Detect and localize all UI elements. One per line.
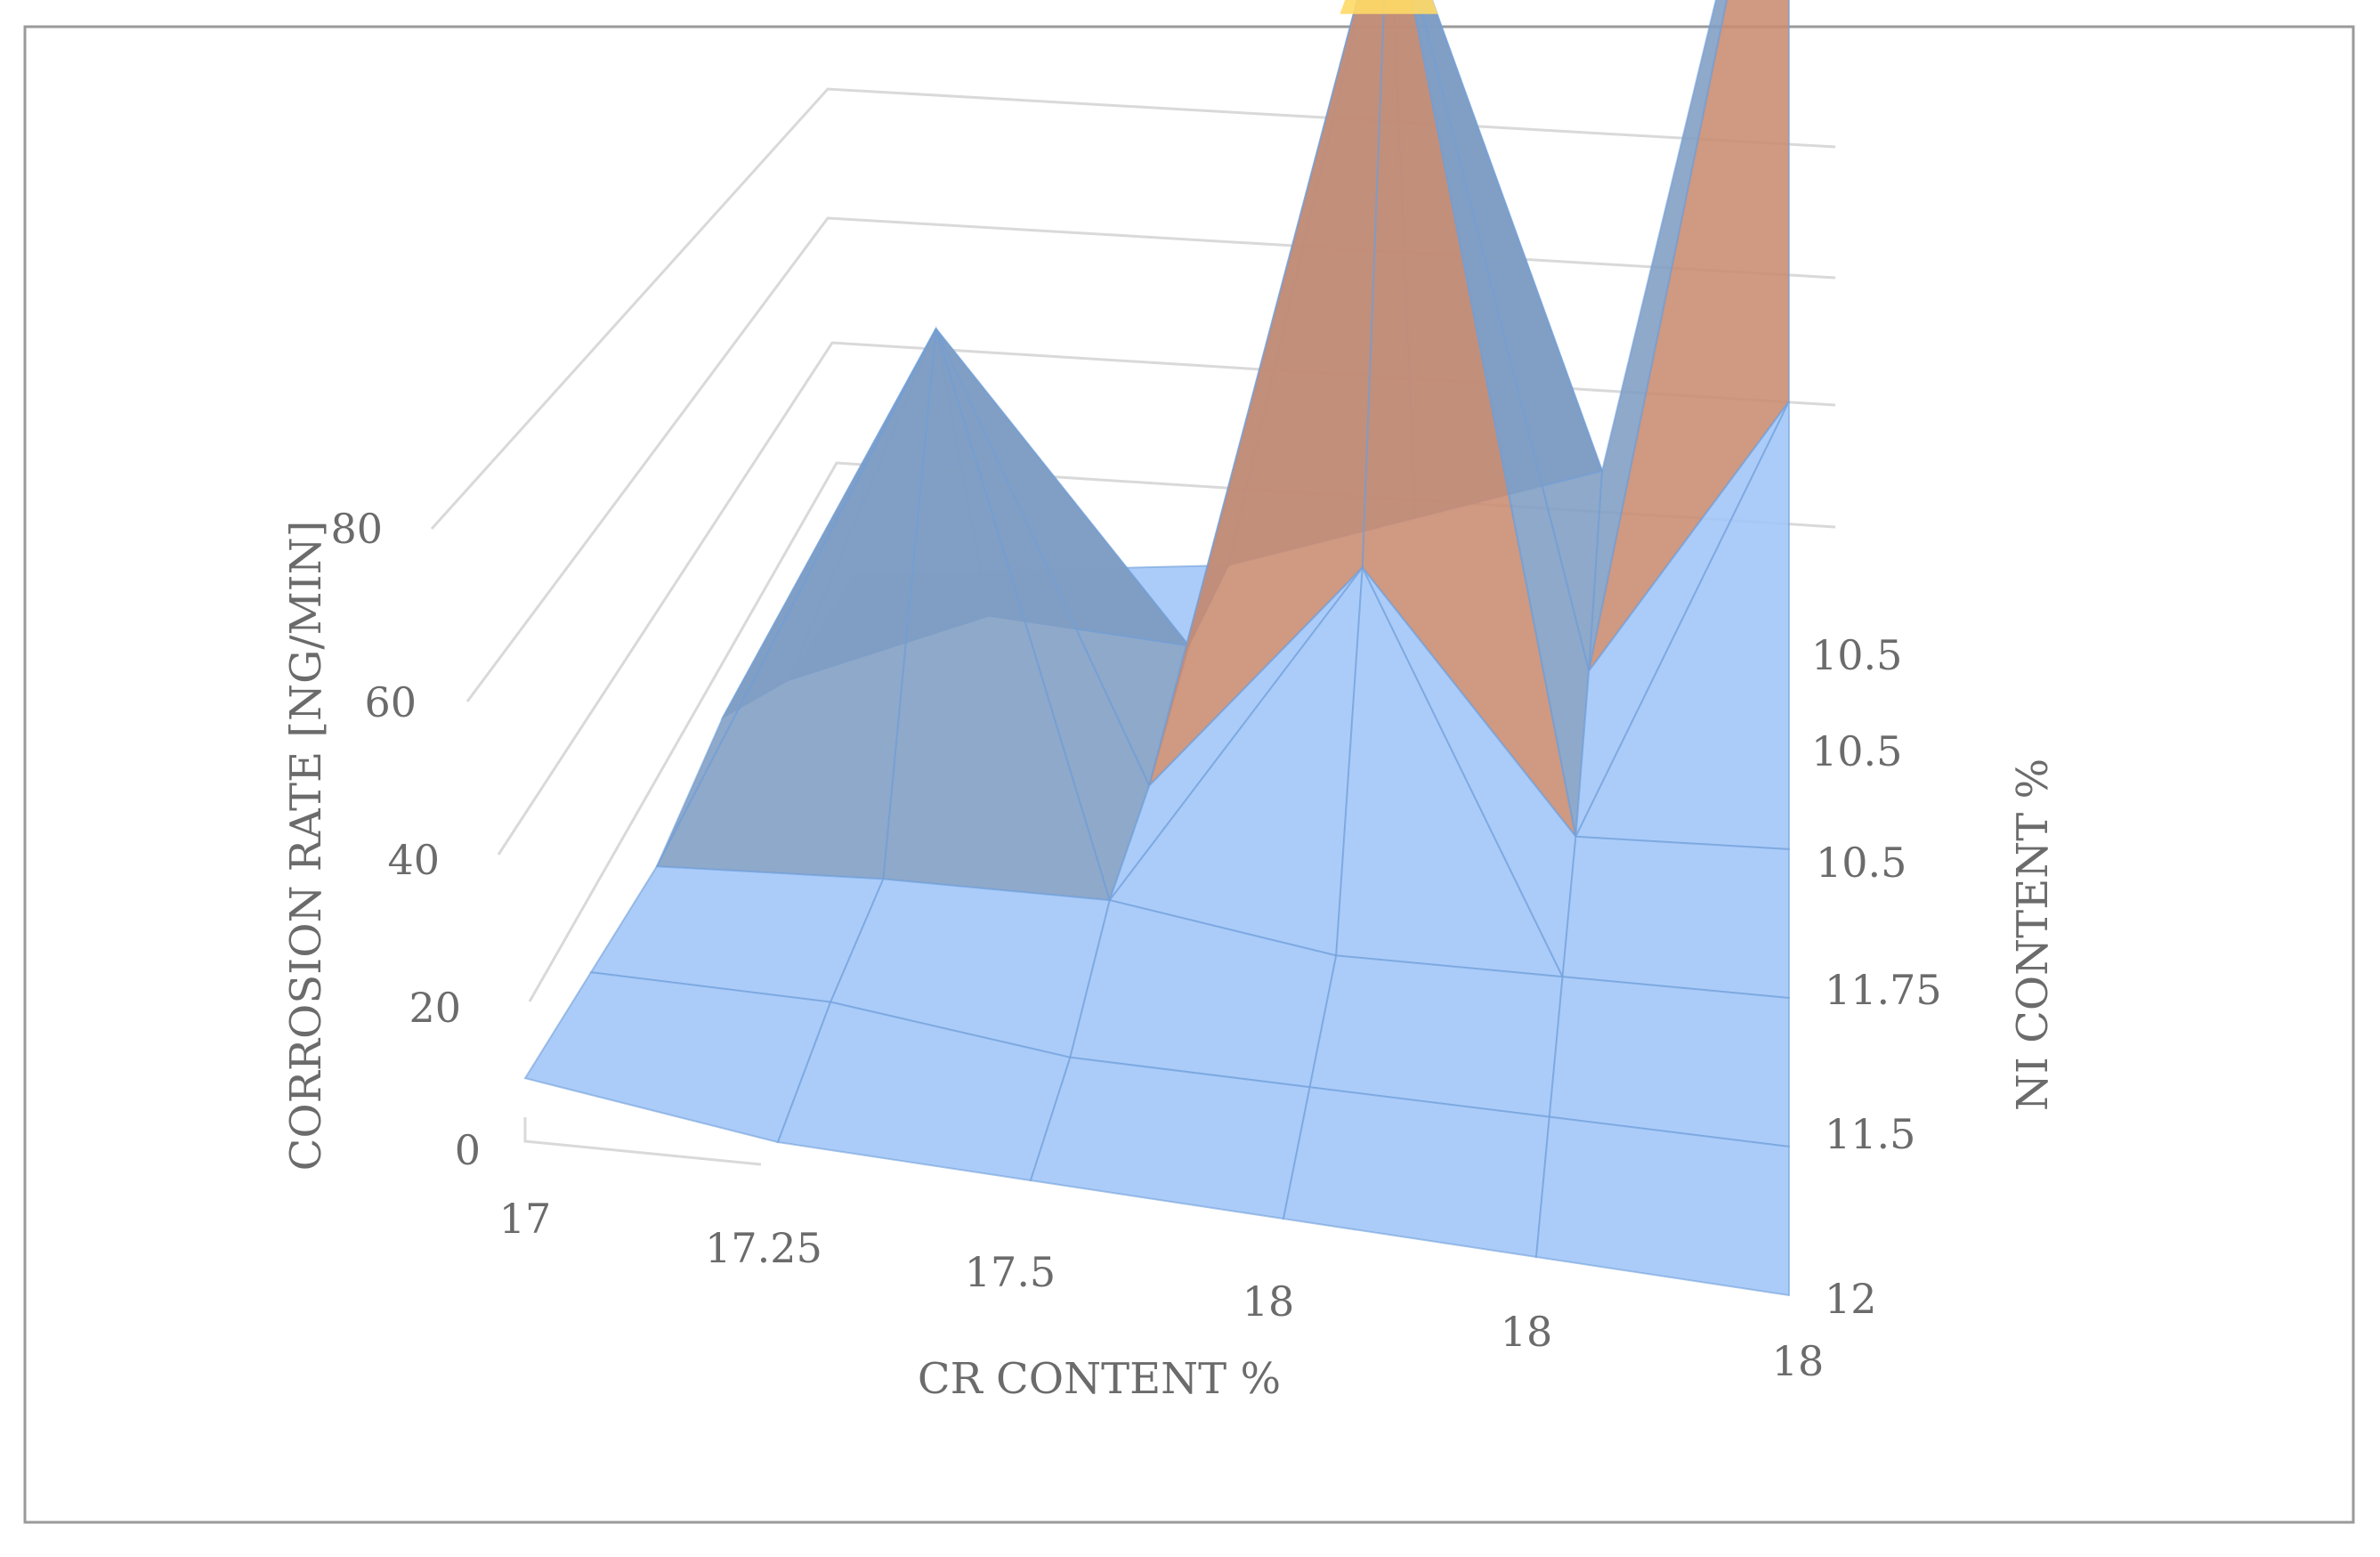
y-axis-title: NI CONTENT %	[2008, 758, 2058, 1111]
z-tick-label: 80	[330, 505, 383, 553]
gridline-80	[430, 87, 1836, 531]
z-axis-title: CORROSION RATE [NG/MIN]	[281, 521, 331, 1172]
x-tick-label: 17	[499, 1195, 552, 1243]
y-tick-label: 10.5	[1811, 631, 1902, 679]
z-tick-label: 60	[364, 678, 417, 726]
x-tick-label: 18	[1501, 1308, 1553, 1356]
x-axis-title: CR CONTENT %	[918, 1354, 1281, 1404]
surface-facet	[1282, 1086, 1550, 1259]
y-tick-label: 11.5	[1825, 1110, 1915, 1158]
gridline-0	[523, 1117, 762, 1166]
x-tick-label: 17.25	[705, 1224, 822, 1272]
z-tick-label: 40	[387, 836, 440, 884]
y-tick-label: 12	[1825, 1275, 1877, 1323]
z-tick-label: 20	[409, 984, 461, 1032]
surface-facet	[1029, 1056, 1311, 1220]
z-tick-label: 0	[455, 1126, 481, 1174]
surface-facet	[523, 971, 832, 1144]
y-tick-label: 10.5	[1811, 727, 1902, 775]
surface-facet	[1534, 1115, 1790, 1297]
surface-mesh	[523, 0, 1790, 1297]
x-tick-label: 18	[1772, 1337, 1825, 1385]
peak-cap	[1340, 0, 1438, 14]
surface-facet	[1561, 835, 1790, 1000]
y-tick-label: 10.5	[1816, 839, 1906, 887]
x-tick-label: 18	[1243, 1277, 1295, 1326]
chart-frame	[23, 25, 2355, 1524]
y-tick-label: 11.75	[1825, 966, 1942, 1014]
x-tick-label: 17.5	[965, 1248, 1056, 1296]
